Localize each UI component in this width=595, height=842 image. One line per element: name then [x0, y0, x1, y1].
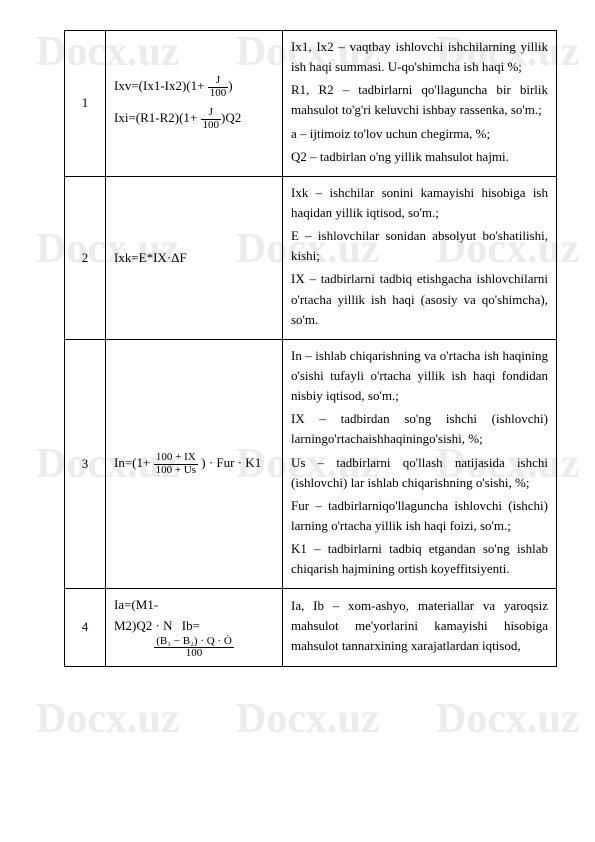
desc-line: In – ishlab chiqarishning va o'rtacha is…: [291, 346, 548, 406]
watermark: Docx.uz: [36, 695, 179, 743]
formula-text: In=(1+: [114, 455, 150, 470]
fraction: (B₁ − B₂) · Q · Ò 100: [154, 636, 234, 660]
description-cell: Ixk – ishchilar sonini kamayishi hisobig…: [283, 176, 557, 339]
formula-cell: In=(1+ 100 + IX 100 + Us ) · Fur · K1: [106, 339, 283, 589]
table-row: 4 Ia=(M1- M2)Q2 · N Ib= (B₁ − B₂) · Q · …: [65, 589, 557, 666]
formula-text: Ixk=E*IX·ΔF: [114, 250, 187, 265]
desc-line: Ixk – ishchilar sonini kamayishi hisobig…: [291, 183, 548, 223]
desc-line: IX – tadbirlarni tadbiq etishgacha ishlo…: [291, 269, 548, 329]
fraction: J 100: [201, 107, 222, 131]
desc-line: E – ishlovchilar sonidan absolyut bo'sha…: [291, 226, 548, 266]
row-number: 4: [65, 589, 106, 666]
formula-cell: Ixk=E*IX·ΔF: [106, 176, 283, 339]
formula-text: Ixi=(R1-R2)(1+: [114, 110, 197, 125]
formula-cell: Ia=(M1- M2)Q2 · N Ib= (B₁ − B₂) · Q · Ò …: [106, 589, 283, 666]
fraction: 100 + IX 100 + Us: [154, 452, 198, 476]
desc-line: IX – tadbirdan so'ng ishchi (ishlovchi) …: [291, 409, 548, 449]
main-table: 1 Ixv=(Ix1-Ix2)(1+ J 100 ) Ixi=(R1-R2)(1…: [64, 30, 557, 667]
table-row: 1 Ixv=(Ix1-Ix2)(1+ J 100 ) Ixi=(R1-R2)(1…: [65, 31, 557, 177]
desc-line: Fur – tadbirlarniqo'llaguncha ishlovchi …: [291, 496, 548, 536]
formula-text: Ib=: [182, 618, 200, 633]
row-number: 1: [65, 31, 106, 177]
watermark: Docx.uz: [236, 695, 379, 743]
formula-cell: Ixv=(Ix1-Ix2)(1+ J 100 ) Ixi=(R1-R2)(1+ …: [106, 31, 283, 177]
row-number: 2: [65, 176, 106, 339]
table-row: 2 Ixk=E*IX·ΔF Ixk – ishchilar sonini kam…: [65, 176, 557, 339]
desc-line: Us – tadbirlarni qo'llash natijasida ish…: [291, 453, 548, 493]
description-cell: Ia, Ib – xom-ashyo, materiallar va yaroq…: [283, 589, 557, 666]
formula-text: Ixv=(Ix1-Ix2)(1+: [114, 78, 204, 93]
desc-line: K1 – tadbirlarni tadbiq etgandan so'ng i…: [291, 539, 548, 579]
description-cell: In – ishlab chiqarishning va o'rtacha is…: [283, 339, 557, 589]
page-content: 1 Ixv=(Ix1-Ix2)(1+ J 100 ) Ixi=(R1-R2)(1…: [0, 0, 595, 697]
desc-line: a – ijtimoiz to'lov uchun chegirma, %;: [291, 124, 548, 144]
desc-line: Ia, Ib – xom-ashyo, materiallar va yaroq…: [291, 596, 548, 656]
table-row: 3 In=(1+ 100 + IX 100 + Us ) · Fur · K1 …: [65, 339, 557, 589]
fraction: J 100: [208, 75, 229, 99]
desc-line: R1, R2 – tadbirlarni qo'llaguncha bir bi…: [291, 80, 548, 120]
row-number: 3: [65, 339, 106, 589]
formula-text: M2)Q2 · N: [114, 618, 173, 633]
formula-text: ) · Fur · K1: [201, 455, 261, 470]
description-cell: Ix1, Ix2 – vaqtbay ishlovchi ishchilarni…: [283, 31, 557, 177]
desc-line: Q2 – tadbirlan o'ng yillik mahsulot hajm…: [291, 147, 548, 167]
watermark: Docx.uz: [436, 695, 579, 743]
formula-text: Ia=(M1-: [114, 597, 158, 612]
desc-line: Ix1, Ix2 – vaqtbay ishlovchi ishchilarni…: [291, 37, 548, 77]
